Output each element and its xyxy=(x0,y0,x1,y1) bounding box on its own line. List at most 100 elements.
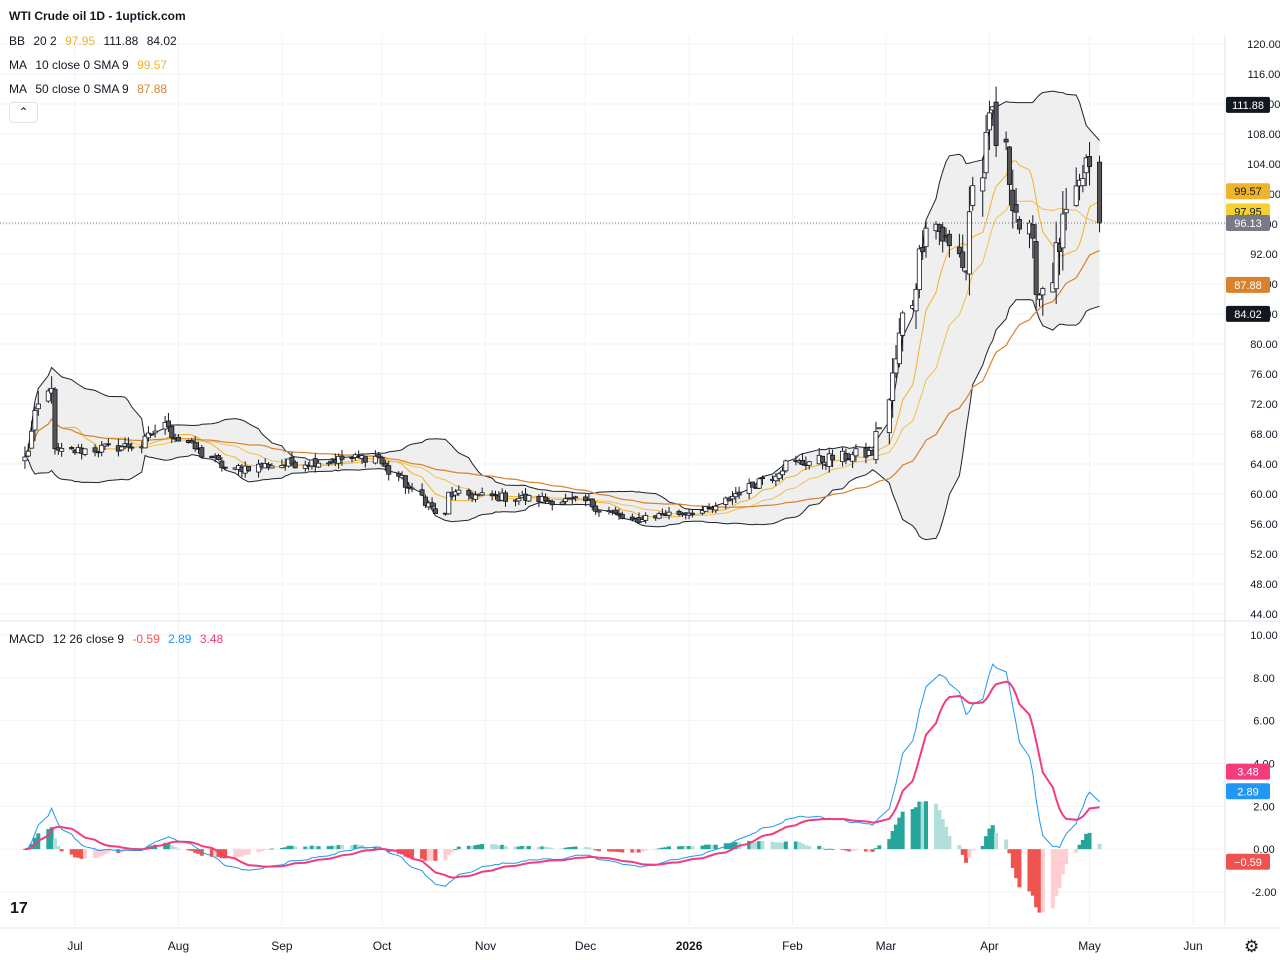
candle xyxy=(830,449,836,468)
macd-histogram-bar xyxy=(960,849,965,855)
macd-histogram-bar xyxy=(309,845,314,850)
candle xyxy=(713,502,719,514)
macd-histogram-bar xyxy=(680,846,685,850)
legend-collapse-button[interactable]: ⌃ xyxy=(9,102,38,123)
candle-body xyxy=(1063,208,1069,214)
candle xyxy=(1087,142,1093,186)
macd-tick-label: -2.00 xyxy=(1251,887,1276,899)
candle-body xyxy=(970,185,976,206)
candle xyxy=(666,507,672,520)
candle-body xyxy=(25,450,31,457)
macd-histogram-bar xyxy=(93,849,98,859)
candle-body xyxy=(613,509,619,514)
macd-histogram-bar xyxy=(406,849,411,858)
candle-body xyxy=(432,508,438,514)
candle xyxy=(372,450,378,465)
candle xyxy=(409,482,415,493)
macd-histogram-bar xyxy=(660,847,665,850)
candle xyxy=(446,491,452,515)
macd-tick-label: 10.00 xyxy=(1250,630,1278,642)
macd-histogram-bar xyxy=(76,849,81,858)
macd-histogram-bar xyxy=(1064,849,1069,865)
macd-histogram-bar xyxy=(473,845,478,850)
price-tick-label: 60.00 xyxy=(1250,489,1278,501)
candle xyxy=(312,453,318,473)
legend-ma10-params: 10 close 0 SMA 9 xyxy=(35,58,129,72)
candle-body xyxy=(119,446,125,451)
legend-bb[interactable]: BB 20 2 97.95 111.88 84.02 xyxy=(9,34,182,48)
macd-histogram-bar xyxy=(563,847,568,850)
macd-histogram-bar xyxy=(293,846,298,850)
time-axis: Jul Aug Sep Oct Nov Dec 2026 Feb Mar Apr May Jun xyxy=(67,939,1202,953)
macd-histogram-bar xyxy=(770,841,775,850)
candle-body xyxy=(386,465,392,475)
candle xyxy=(746,478,752,500)
candle-body xyxy=(993,101,999,147)
candle-body xyxy=(396,472,402,477)
candle-body xyxy=(419,489,425,496)
candle-body xyxy=(456,489,462,494)
macd-histogram-bar xyxy=(233,849,238,859)
candle xyxy=(596,509,602,517)
macd-histogram-bar xyxy=(376,846,381,850)
candle xyxy=(493,490,499,500)
candle xyxy=(292,460,298,469)
macd-histogram-bar xyxy=(333,845,338,850)
candle-body xyxy=(820,455,826,463)
macd-histogram-bar xyxy=(73,849,77,858)
candle-body xyxy=(312,458,318,467)
candle-body xyxy=(916,248,922,291)
candle xyxy=(783,459,789,473)
candle xyxy=(563,493,569,505)
gear-icon[interactable]: ⚙ xyxy=(1244,937,1260,956)
price-tag-text: 87.88 xyxy=(1234,280,1262,292)
candle-body xyxy=(983,131,989,174)
candle xyxy=(966,186,972,296)
macd-histogram-bar xyxy=(924,801,929,850)
macd-histogram-bar xyxy=(223,849,228,859)
legend-ma50-params: 50 close 0 SMA 9 xyxy=(35,82,129,96)
macd-histogram-bar xyxy=(677,846,682,850)
price-tick-label: 104.00 xyxy=(1247,159,1280,171)
candle xyxy=(466,488,472,500)
price-tick-label: 44.00 xyxy=(1250,609,1278,621)
candle xyxy=(92,444,98,457)
macd-tick-label: 8.00 xyxy=(1253,673,1274,685)
macd-tick-label: 6.00 xyxy=(1253,716,1274,728)
price-tag-bb-lower: 84.02 xyxy=(1226,305,1270,322)
candle xyxy=(873,421,879,464)
candle xyxy=(920,230,926,260)
macd-histogram-bar xyxy=(1017,849,1022,888)
candle-body xyxy=(729,496,735,500)
macd-histogram-bar xyxy=(466,845,471,850)
macd-histogram-bar xyxy=(867,849,872,852)
price-pane xyxy=(0,86,1225,541)
tradingview-logo-icon[interactable]: 17 xyxy=(10,900,28,917)
time-tick-label: Mar xyxy=(876,939,897,953)
candle-body xyxy=(1036,294,1042,300)
candle xyxy=(543,493,549,505)
legend-ma10[interactable]: MA 10 close 0 SMA 9 99.57 xyxy=(9,58,172,72)
candle-body xyxy=(409,487,415,490)
candle xyxy=(893,345,899,379)
macd-histogram-bar xyxy=(476,844,481,850)
candle xyxy=(472,491,478,503)
macd-line xyxy=(24,663,1100,887)
time-tick-label: Nov xyxy=(475,939,496,953)
candle xyxy=(59,442,65,457)
candle xyxy=(993,86,999,158)
candle-body xyxy=(1016,219,1022,230)
legend-ma10-value: 99.57 xyxy=(137,58,168,72)
candle xyxy=(960,234,966,272)
candle-body xyxy=(843,453,849,461)
macd-histogram-bar xyxy=(730,842,735,850)
candle xyxy=(1033,223,1039,311)
macd-histogram-bar xyxy=(173,847,178,850)
time-tick-label: Feb xyxy=(782,939,803,953)
legend-ma50[interactable]: MA 50 close 0 SMA 9 87.88 xyxy=(9,82,172,96)
candle-body xyxy=(583,496,589,502)
legend-macd[interactable]: MACD 12 26 close 9 -0.59 2.89 3.48 xyxy=(9,632,228,646)
time-tick-label: Dec xyxy=(575,939,596,953)
macd-histogram-bar xyxy=(443,849,448,861)
